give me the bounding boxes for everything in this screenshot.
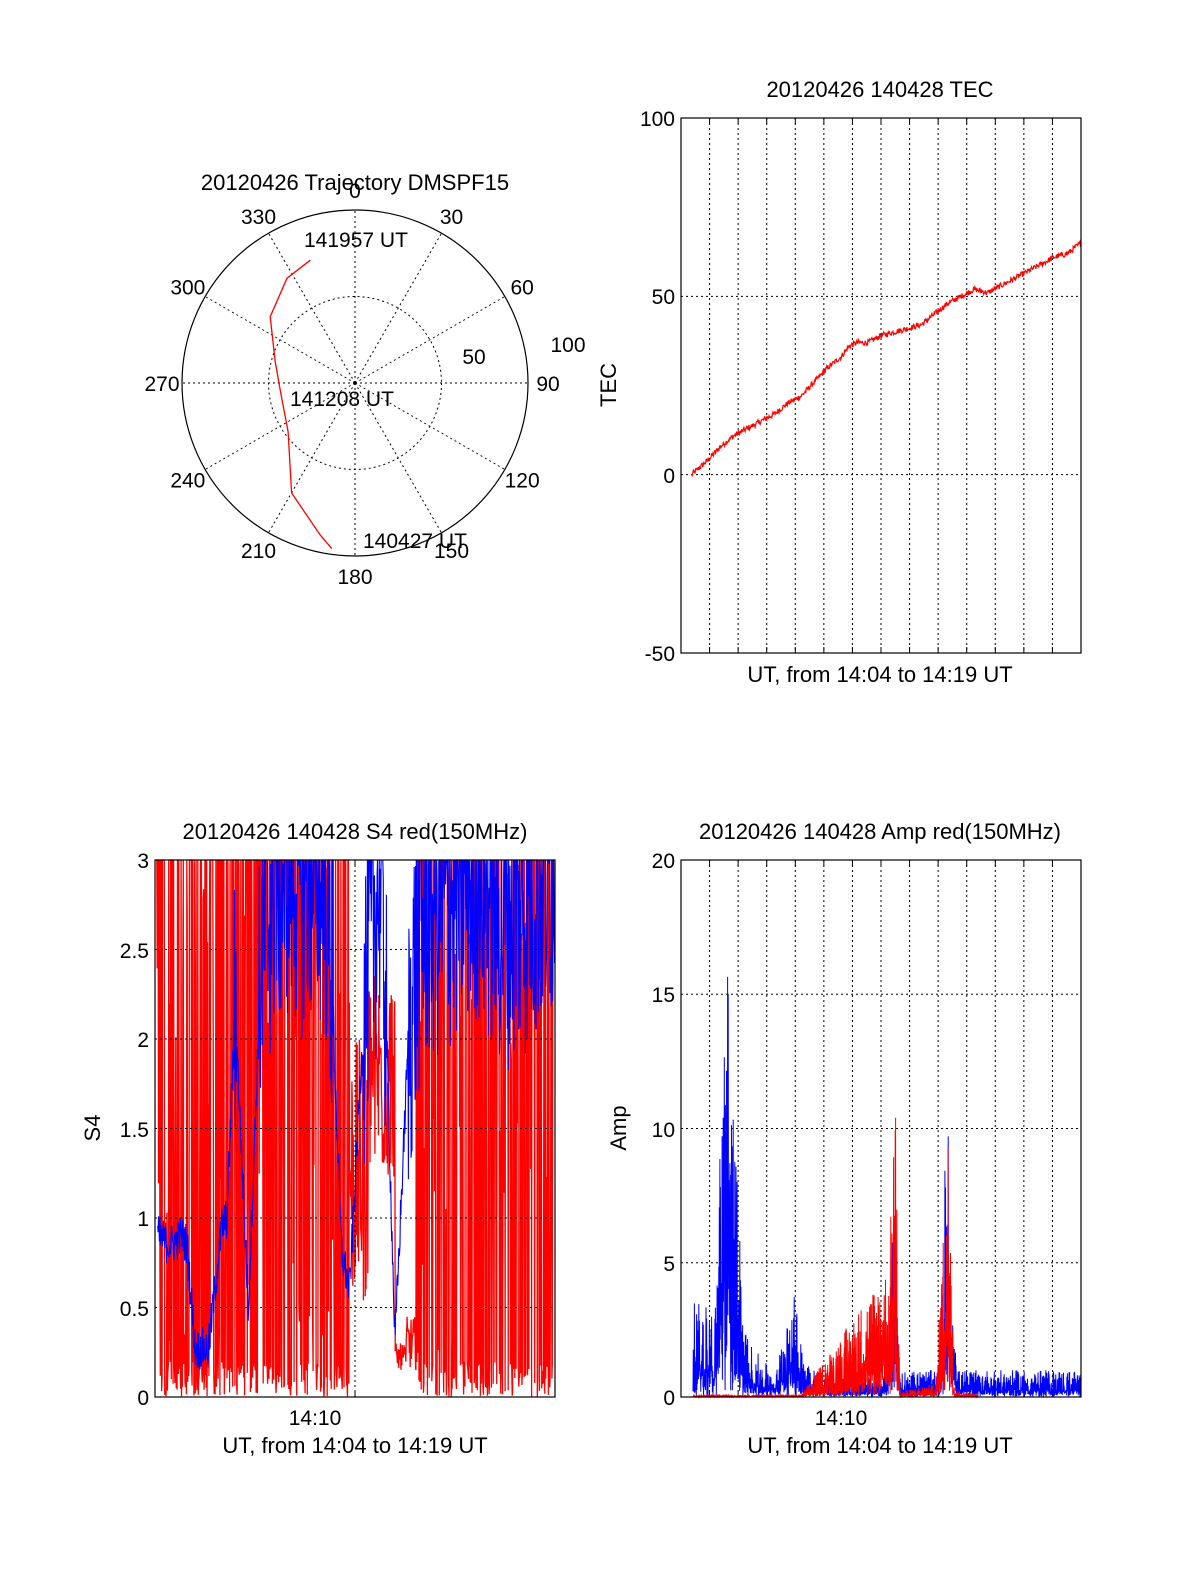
tec-plot-frame: [680, 117, 1082, 654]
amp-panel: 20120426 140428 Amp red(150MHz) 20 15 10…: [606, 819, 1082, 1458]
polar-angle-tick-30: 30: [440, 206, 463, 229]
polar-angle-tick-60: 60: [510, 277, 533, 300]
amp-red-line: [692, 1117, 978, 1399]
polar-angle-tick-0: 0: [349, 180, 361, 203]
polar-grid-spoke-60: [354, 296, 506, 384]
s4-plot-frame: [154, 859, 556, 1398]
polar-grid-spoke-150: [354, 382, 442, 534]
amp-ytick-5: 5: [663, 1253, 675, 1276]
tec-ylabel: TEC: [596, 363, 621, 407]
amp-ytick-10: 10: [652, 1119, 675, 1142]
polar-grid-spoke-210: [268, 382, 356, 534]
s4-title: 20120426 140428 S4 red(150MHz): [183, 819, 528, 844]
polar-angle-tick-180: 180: [337, 566, 372, 589]
polar-angle-tick-240: 240: [170, 470, 205, 493]
s4-xlabel: UT, from 14:04 to 14:19 UT: [222, 1433, 487, 1458]
amp-xlabel: UT, from 14:04 to 14:19 UT: [747, 1433, 1012, 1458]
trajectory-angle-ticks: 0 30 60 90 120 150 180 210 240 270 300 330: [144, 180, 559, 589]
amp-plot-frame: [680, 859, 1082, 1398]
s4-xtick-1410: 14:10: [289, 1407, 342, 1430]
tec-panel: 20120426 140428 TEC 100 50 0 -50 UT, fro…: [596, 77, 1082, 687]
polar-angle-tick-90: 90: [536, 373, 559, 396]
amp-xtick-1410: 14:10: [815, 1407, 868, 1430]
polar-grid-spoke-120: [354, 382, 506, 470]
polar-angle-tick-300: 300: [170, 277, 205, 300]
tec-ytick-50: 50: [652, 286, 675, 309]
s4-ytick-0: 0: [137, 1387, 149, 1410]
polar-grid-spoke-300: [204, 296, 356, 384]
polar-grid-spoke-240: [204, 382, 356, 470]
s4-ytick-3: 3: [137, 850, 149, 873]
s4-ytick-1.5: 1.5: [120, 1119, 149, 1142]
polar-angle-tick-270: 270: [144, 373, 179, 396]
polar-angle-tick-120: 120: [505, 470, 540, 493]
polar-angle-tick-330: 330: [241, 206, 276, 229]
amp-ytick-0: 0: [663, 1387, 675, 1410]
trajectory-title: 20120426 Trajectory DMSPF15: [201, 170, 509, 195]
radius-tick-50: 50: [462, 346, 485, 369]
s4-panel: 20120426 140428 S4 red(150MHz) 3 2.5 2 1…: [80, 819, 556, 1458]
amp-ytick-20: 20: [652, 850, 675, 873]
trajectory-annotation-end: 141957 UT: [304, 229, 408, 252]
tec-ytick-neg50: -50: [645, 643, 675, 666]
s4-ytick-2.5: 2.5: [120, 940, 149, 963]
polar-grid-spoke-30: [354, 232, 442, 384]
amp-title: 20120426 140428 Amp red(150MHz): [699, 819, 1061, 844]
s4-ytick-0.5: 0.5: [120, 1298, 149, 1321]
tec-series: [691, 239, 1082, 478]
s4-ytick-1: 1: [137, 1208, 149, 1231]
s4-blue-line: [157, 859, 556, 1370]
trajectory-panel: 20120426 Trajectory DMSPF15 0 30 60 90 120 15…: [144, 170, 585, 589]
tec-ytick-0: 0: [663, 465, 675, 488]
polar-angle-tick-210: 210: [241, 540, 276, 563]
trajectory-grid: [182, 210, 528, 556]
amp-ytick-15: 15: [652, 984, 675, 1007]
amp-series: [692, 976, 1082, 1399]
tec-title: 20120426 140428 TEC: [766, 77, 993, 102]
trajectory-series: [269, 259, 333, 550]
s4-ytick-2: 2: [137, 1029, 149, 1052]
tec-grid: [680, 118, 1082, 653]
tec-xlabel: UT, from 14:04 to 14:19 UT: [747, 662, 1012, 687]
tec-ytick-100: 100: [640, 108, 675, 131]
trajectory-annotation-start: 140427 UT: [363, 530, 467, 553]
s4-ylabel: S4: [80, 1115, 105, 1142]
trajectory-line: [269, 259, 333, 550]
tec-line: [691, 239, 1082, 478]
trajectory-annotation-mid: 141208 UT: [290, 388, 394, 411]
polar-grid-spoke-330: [268, 232, 356, 384]
polar-angle-tick-150: 150: [434, 540, 469, 563]
amp-blue-line: [692, 976, 1082, 1398]
amp-ylabel: Amp: [606, 1105, 631, 1150]
radius-tick-100: 100: [550, 334, 585, 357]
trajectory-outer-circle: [181, 209, 529, 557]
